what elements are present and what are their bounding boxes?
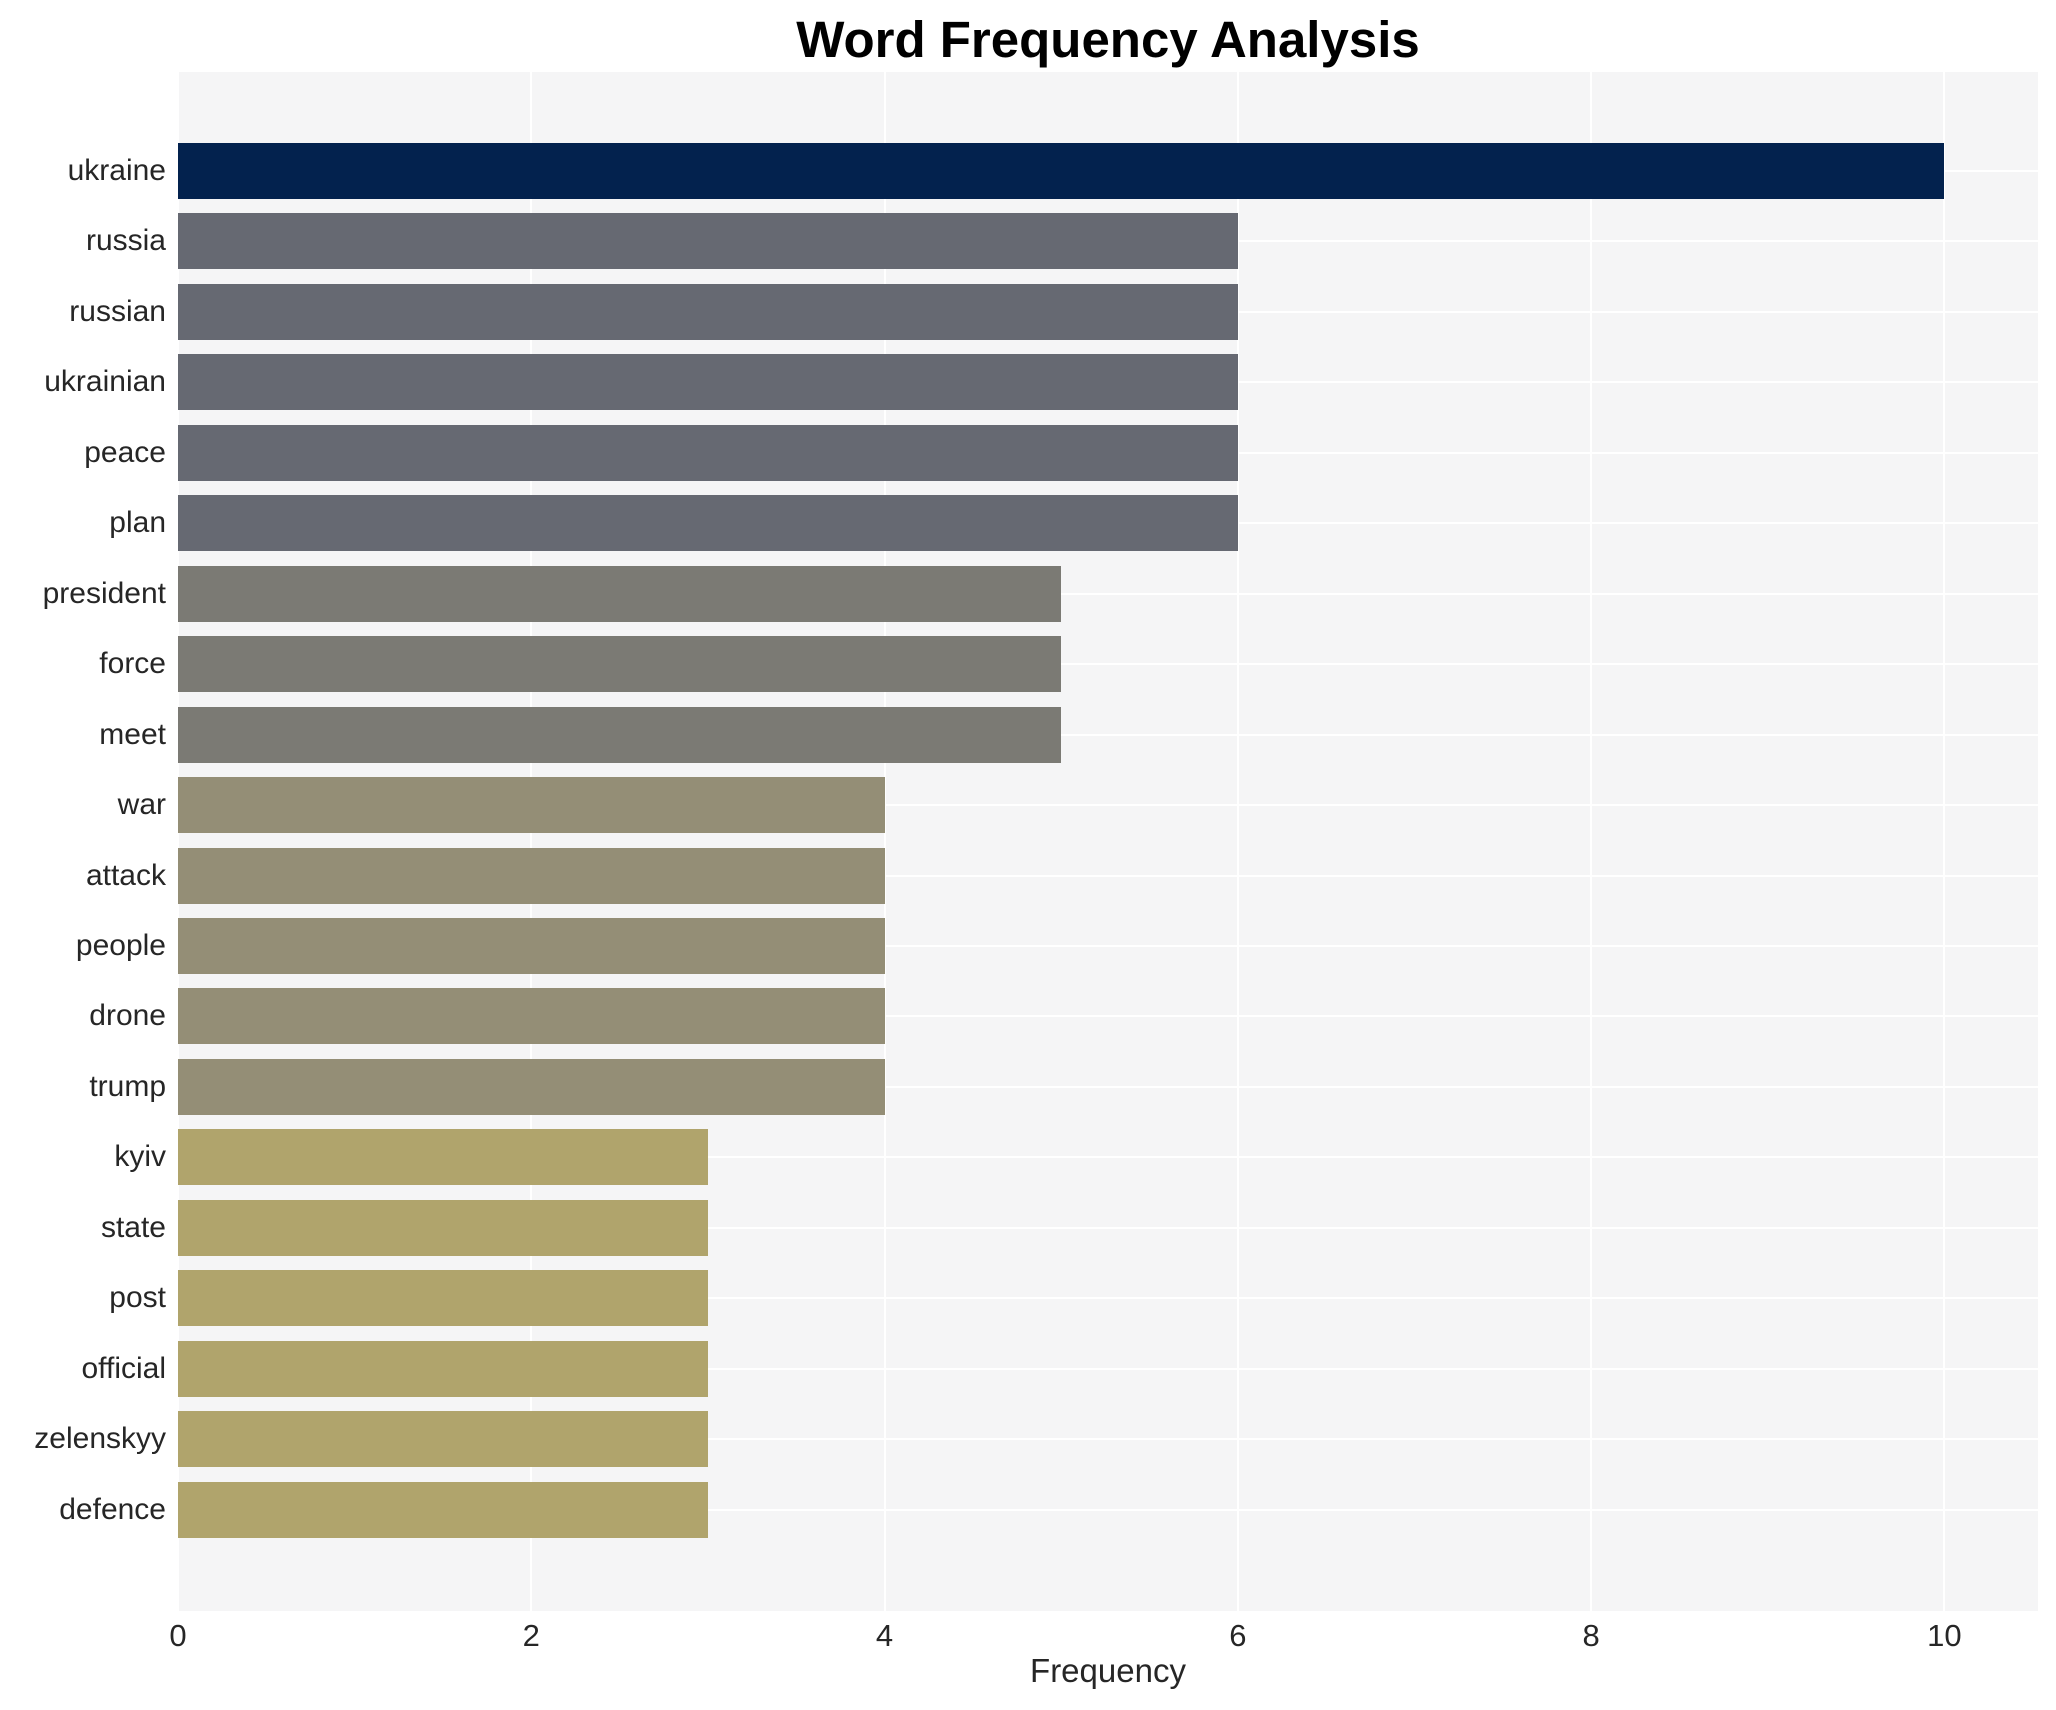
- horizontal-gridline: [178, 1508, 2038, 1511]
- horizontal-gridline: [178, 1085, 2038, 1088]
- bar-post: [178, 1270, 708, 1327]
- horizontal-gridline: [178, 663, 2038, 666]
- vertical-gridline: [1590, 72, 1593, 1611]
- bar-president: [178, 565, 1062, 622]
- horizontal-gridline: [178, 874, 2038, 877]
- horizontal-gridline: [178, 733, 2038, 736]
- bar-peace: [178, 424, 1238, 481]
- x-tick-label-10: 10: [1927, 1618, 1962, 1653]
- y-tick-label-people: people: [75, 928, 166, 962]
- bar-kyiv: [178, 1129, 708, 1186]
- y-tick-label-kyiv: kyiv: [114, 1140, 166, 1174]
- x-tick-label-6: 6: [1229, 1618, 1247, 1653]
- vertical-gridline: [883, 72, 886, 1611]
- vertical-gridline: [1236, 72, 1239, 1611]
- bar-people: [178, 917, 885, 974]
- x-axis-label: Frequency: [1030, 1652, 1186, 1689]
- bar-defence: [178, 1481, 708, 1538]
- bar-trump: [178, 1058, 885, 1115]
- vertical-gridline: [530, 72, 533, 1611]
- bar-russia: [178, 213, 1238, 270]
- y-tick-label-russia: russia: [85, 224, 166, 258]
- bar-ukrainian: [178, 354, 1238, 411]
- plot-area: [177, 72, 2038, 1611]
- y-tick-label-post: post: [109, 1281, 166, 1315]
- y-tick-label-state: state: [100, 1210, 166, 1244]
- y-tick-label-drone: drone: [89, 999, 166, 1033]
- y-tick-label-official: official: [81, 1351, 167, 1385]
- y-tick-label-president: president: [42, 576, 166, 610]
- bar-official: [178, 1340, 708, 1397]
- y-tick-label-ukrainian: ukrainian: [44, 365, 166, 399]
- x-tick-label-8: 8: [1582, 1618, 1600, 1653]
- y-tick-label-peace: peace: [84, 435, 166, 469]
- bar-attack: [178, 847, 885, 904]
- bar-meet: [178, 706, 1062, 763]
- bar-state: [178, 1199, 708, 1256]
- y-tick-label-attack: attack: [85, 858, 166, 892]
- y-tick-label-meet: meet: [99, 717, 166, 751]
- y-tick-label-ukraine: ukraine: [67, 154, 166, 187]
- y-tick-label-defence: defence: [59, 1492, 166, 1526]
- x-tick-label-0: 0: [169, 1618, 187, 1653]
- vertical-gridline: [177, 72, 179, 1611]
- y-tick-label-trump: trump: [89, 1069, 166, 1103]
- bar-ukraine: [178, 143, 1945, 199]
- y-tick-label-force: force: [99, 647, 166, 681]
- horizontal-gridline: [178, 1015, 2038, 1018]
- bar-force: [178, 636, 1062, 693]
- x-tick-label-4: 4: [875, 1618, 894, 1653]
- x-tick-label-2: 2: [522, 1618, 540, 1653]
- bar-russian: [178, 283, 1238, 340]
- bar-zelenskyy: [178, 1411, 708, 1468]
- horizontal-gridline: [178, 592, 2038, 595]
- bar-war: [178, 777, 885, 834]
- chart-title: Word Frequency Analysis: [796, 11, 1420, 68]
- vertical-gridline: [1943, 72, 1946, 1611]
- horizontal-gridline: [178, 1438, 2038, 1441]
- y-tick-label-zelenskyy: zelenskyy: [34, 1422, 166, 1456]
- horizontal-gridline: [178, 1297, 2038, 1300]
- horizontal-gridline: [178, 804, 2038, 807]
- horizontal-gridline: [178, 1156, 2038, 1159]
- horizontal-gridline: [178, 944, 2038, 947]
- y-tick-label-russian: russian: [69, 294, 166, 328]
- bar-plan: [178, 495, 1238, 552]
- horizontal-gridline: [178, 1226, 2038, 1229]
- y-tick-label-war: war: [117, 788, 166, 822]
- y-tick-label-plan: plan: [109, 506, 166, 540]
- bar-drone: [178, 988, 885, 1045]
- horizontal-gridline: [178, 1367, 2038, 1370]
